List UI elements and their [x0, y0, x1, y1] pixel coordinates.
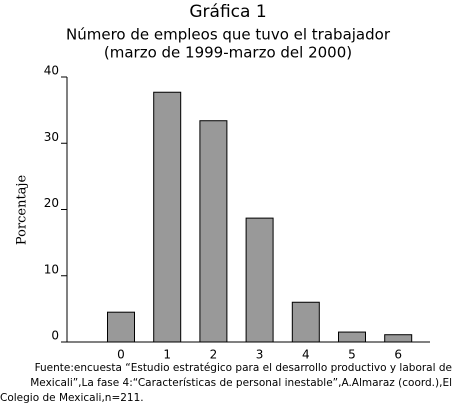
bar	[291, 301, 320, 343]
y-tick-label: 10	[44, 262, 59, 276]
bar	[107, 311, 135, 343]
y-axis-label: Porcentaje	[15, 175, 30, 246]
x-tick-label: 2	[210, 348, 218, 362]
y-tick-label: 20	[44, 196, 59, 210]
chart-title: Gráfica 1	[189, 2, 266, 22]
x-tick-label: 3	[256, 348, 264, 362]
bar	[153, 91, 182, 343]
footnote: Colegio de Mexicali,n=211.	[0, 392, 144, 404]
bar	[384, 334, 413, 343]
chart-subtitle: (marzo de 1999-marzo del 2000)	[104, 44, 352, 62]
x-tick-label: 6	[394, 348, 402, 362]
y-tick-label: 40	[44, 64, 59, 78]
x-tick-label: 4	[302, 348, 310, 362]
y-tick-label: 30	[44, 130, 59, 144]
footnote: Fuente:encuesta “Estudio estratégico par…	[35, 362, 452, 374]
chart-subtitle: Número de empleos que tuvo el trabajador	[66, 26, 391, 44]
y-tick-label: 0	[51, 329, 59, 343]
bar	[338, 331, 366, 343]
x-tick-label: 0	[117, 348, 125, 362]
x-tick-label: 5	[348, 348, 356, 362]
footnote: Mexicali”,La fase 4:“Características de …	[30, 377, 452, 389]
bar	[199, 120, 228, 343]
x-tick-label: 1	[163, 348, 171, 362]
bar	[245, 217, 274, 343]
